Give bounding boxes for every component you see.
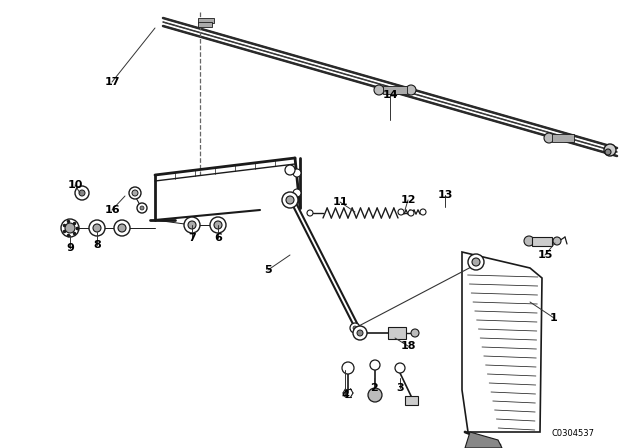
Bar: [198, 22, 212, 27]
Text: C0304537: C0304537: [552, 428, 595, 438]
Circle shape: [65, 223, 75, 233]
Circle shape: [307, 210, 313, 216]
Bar: [388, 327, 406, 339]
Circle shape: [350, 323, 360, 333]
Bar: [552, 134, 574, 142]
Text: 5: 5: [264, 265, 272, 275]
Circle shape: [411, 329, 419, 337]
Text: 9: 9: [66, 243, 74, 253]
Circle shape: [353, 326, 367, 340]
Text: 4: 4: [341, 390, 349, 400]
Circle shape: [357, 330, 363, 336]
Circle shape: [79, 190, 85, 196]
Circle shape: [472, 258, 480, 266]
Circle shape: [406, 85, 416, 95]
Text: 8: 8: [93, 240, 101, 250]
Text: 15: 15: [538, 250, 553, 260]
Circle shape: [468, 254, 484, 270]
Text: 13: 13: [437, 190, 452, 200]
Circle shape: [75, 186, 89, 200]
Circle shape: [210, 217, 226, 233]
Circle shape: [342, 362, 354, 374]
Circle shape: [61, 219, 79, 237]
Text: 10: 10: [67, 180, 83, 190]
Circle shape: [604, 144, 616, 156]
Circle shape: [368, 388, 382, 402]
Circle shape: [293, 169, 301, 177]
Circle shape: [93, 224, 101, 232]
Bar: [383, 86, 407, 94]
Polygon shape: [462, 252, 542, 432]
Circle shape: [214, 221, 222, 229]
Circle shape: [370, 360, 380, 370]
Circle shape: [420, 209, 426, 215]
Circle shape: [293, 189, 301, 197]
Polygon shape: [465, 432, 502, 448]
Circle shape: [132, 190, 138, 196]
Circle shape: [184, 217, 200, 233]
Text: 2: 2: [370, 383, 378, 393]
Text: 1: 1: [550, 313, 558, 323]
Bar: [405, 396, 418, 405]
Circle shape: [408, 210, 414, 216]
Circle shape: [129, 187, 141, 199]
Circle shape: [137, 203, 147, 213]
Circle shape: [114, 220, 130, 236]
Text: 7: 7: [188, 233, 196, 243]
Circle shape: [282, 192, 298, 208]
Text: 11: 11: [332, 197, 348, 207]
Text: 18: 18: [400, 341, 416, 351]
Bar: [532, 237, 552, 246]
Circle shape: [353, 326, 357, 330]
Bar: [198, 18, 214, 23]
Circle shape: [285, 165, 295, 175]
Circle shape: [605, 149, 611, 155]
Circle shape: [395, 363, 405, 373]
Text: 6: 6: [214, 233, 222, 243]
Circle shape: [544, 133, 554, 143]
Circle shape: [89, 220, 105, 236]
Text: 17: 17: [104, 77, 120, 87]
Text: 12: 12: [400, 195, 416, 205]
Circle shape: [524, 236, 534, 246]
Text: 16: 16: [104, 205, 120, 215]
Text: 3: 3: [396, 383, 404, 393]
Circle shape: [553, 237, 561, 245]
Circle shape: [398, 209, 404, 215]
Circle shape: [286, 196, 294, 204]
Circle shape: [140, 206, 144, 210]
Circle shape: [188, 221, 196, 229]
Circle shape: [374, 85, 384, 95]
Text: 14: 14: [382, 90, 398, 100]
Circle shape: [118, 224, 126, 232]
